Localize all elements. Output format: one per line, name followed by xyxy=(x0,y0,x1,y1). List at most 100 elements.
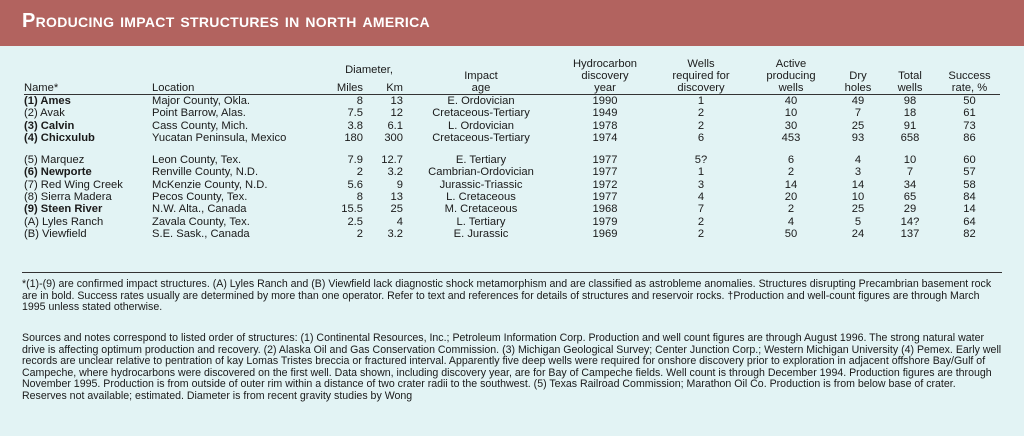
cell-year: 1969 xyxy=(592,227,618,240)
cell-total: 10 xyxy=(903,154,917,167)
table-row: (9) Steen River N.W. Alta., Canada 15.5 25 M… xyxy=(22,203,1002,215)
col-total-l1: Total xyxy=(898,70,922,82)
cell-location: N.W. Alta., Canada xyxy=(152,203,247,216)
cell-year: 1977 xyxy=(592,191,618,204)
cell-km: 300 xyxy=(384,131,403,144)
table-row: (2) Avak Point Barrow, Alas. 7.5 12 Cretaceo… xyxy=(22,107,1002,119)
col-impact-age-l2: age xyxy=(471,82,491,94)
group1-body: (1) Ames Major County, Okla. 8 13 E. Ordovic… xyxy=(22,95,1002,144)
cell-dry: 10 xyxy=(851,191,865,204)
cell-name: (9) Steen River xyxy=(24,203,103,216)
cell-name: (1) Ames xyxy=(24,95,71,107)
cell-location: S.E. Sask., Canada xyxy=(152,227,250,240)
cell-req: 3 xyxy=(697,178,705,191)
cell-location: Yucatan Peninsula, Mexico xyxy=(152,131,287,144)
cell-total: 658 xyxy=(900,131,920,144)
cell-total: 7 xyxy=(906,166,914,179)
cell-age: Cambrian-Ordovician xyxy=(428,166,534,179)
cell-active: 10 xyxy=(784,107,798,120)
cell-miles: 2 xyxy=(356,227,363,240)
col-wells-req-l1: Wells xyxy=(687,58,715,70)
cell-dry: 24 xyxy=(851,227,865,240)
table-row: (4) Chicxulub Yucatan Peninsula, Mexico 18… xyxy=(22,132,1002,144)
cell-name: (3) Calvin xyxy=(24,119,75,132)
cell-miles: 8 xyxy=(356,95,363,107)
cell-active: 50 xyxy=(784,227,798,240)
cell-km: 6.1 xyxy=(387,119,403,132)
cell-name: (6) Newporte xyxy=(24,166,92,179)
cell-success: 64 xyxy=(963,215,976,228)
cell-success: 60 xyxy=(963,154,976,167)
cell-active: 20 xyxy=(784,191,798,204)
cell-dry: 49 xyxy=(851,95,865,107)
cell-name: (8) Sierra Madera xyxy=(24,191,112,204)
cell-age: E. Jurassic xyxy=(453,227,509,240)
col-total: Total wells xyxy=(883,58,937,94)
cell-year: 1977 xyxy=(592,166,618,179)
sources-note: Sources and notes correspond to listed o… xyxy=(22,332,1002,402)
cell-age: Jurassic-Triassic xyxy=(439,178,523,191)
cell-success: 73 xyxy=(963,119,976,132)
cell-miles: 2.5 xyxy=(347,215,363,228)
cell-year: 1977 xyxy=(592,154,618,167)
cell-name: (7) Red Wing Creek xyxy=(24,178,123,191)
col-hc-year: Hydrocarbon discovery year xyxy=(557,58,653,94)
col-miles: Miles xyxy=(336,82,363,94)
col-wells-req: Wells required for discovery xyxy=(653,58,749,94)
cell-total: 91 xyxy=(903,119,917,132)
col-success-l1: Success xyxy=(948,70,991,82)
cell-req: 2 xyxy=(697,227,705,240)
col-active: Active producing wells xyxy=(749,58,833,94)
cell-name: (2) Avak xyxy=(24,107,65,120)
col-active-l3: wells xyxy=(778,82,804,94)
cell-year: 1978 xyxy=(592,119,618,132)
cell-success: 57 xyxy=(963,166,976,179)
cell-miles: 7.9 xyxy=(347,154,363,167)
cell-success: 50 xyxy=(963,95,976,107)
footnote: *(1)-(9) are confirmed impact structures… xyxy=(22,278,992,314)
cell-km: 9 xyxy=(396,178,403,191)
cell-location: Renville County, N.D. xyxy=(152,166,259,179)
cell-miles: 15.5 xyxy=(341,203,363,216)
cell-age: L. Ordovician xyxy=(448,119,514,132)
cell-km: 25 xyxy=(390,203,403,216)
cell-dry: 25 xyxy=(851,203,865,216)
cell-age: L. Tertiary xyxy=(456,215,506,228)
cell-km: 12.7 xyxy=(381,154,403,167)
cell-total: 65 xyxy=(903,191,917,204)
cell-total: 137 xyxy=(900,227,920,240)
cell-miles: 2 xyxy=(356,166,363,179)
col-dry: Dry holes xyxy=(833,58,883,94)
cell-req: 1 xyxy=(697,166,705,179)
cell-year: 1972 xyxy=(592,178,618,191)
cell-req: 2 xyxy=(697,107,705,120)
table-row: (8) Sierra Madera Pecos County, Tex. 8 13 L.… xyxy=(22,191,1002,203)
cell-active: 14 xyxy=(784,178,798,191)
col-total-l2: wells xyxy=(897,82,923,94)
cell-req: 4 xyxy=(697,191,705,204)
cell-success: 61 xyxy=(963,107,976,120)
cell-location: Leon County, Tex. xyxy=(152,154,242,167)
col-hc-year-l3: year xyxy=(594,82,616,94)
cell-age: L. Cretaceous xyxy=(446,191,516,204)
cell-miles: 5.6 xyxy=(347,178,363,191)
cell-active: 2 xyxy=(787,203,795,216)
cell-name: (4) Chicxulub xyxy=(24,131,95,144)
title-bar: Producing impact structures in north ame… xyxy=(0,0,1024,46)
cell-active: 453 xyxy=(781,131,801,144)
cell-km: 4 xyxy=(396,215,403,228)
cell-km: 12 xyxy=(390,107,403,120)
col-active-l1: Active xyxy=(775,58,807,70)
table-row: (1) Ames Major County, Okla. 8 13 E. Ordovic… xyxy=(22,95,1002,107)
footer-rule xyxy=(22,272,1002,273)
cell-total: 14? xyxy=(900,215,920,228)
cell-year: 1990 xyxy=(592,95,618,107)
cell-miles: 3.8 xyxy=(347,119,363,132)
cell-dry: 25 xyxy=(851,119,865,132)
cell-req: 7 xyxy=(697,203,705,216)
cell-year: 1949 xyxy=(592,107,618,120)
impact-structures-table: Diameter, Impact age Hydrocarbon discove… xyxy=(22,58,1002,240)
cell-location: McKenzie County, N.D. xyxy=(152,178,268,191)
cell-age: E. Ordovician xyxy=(447,95,515,107)
cell-success: 84 xyxy=(963,191,976,204)
